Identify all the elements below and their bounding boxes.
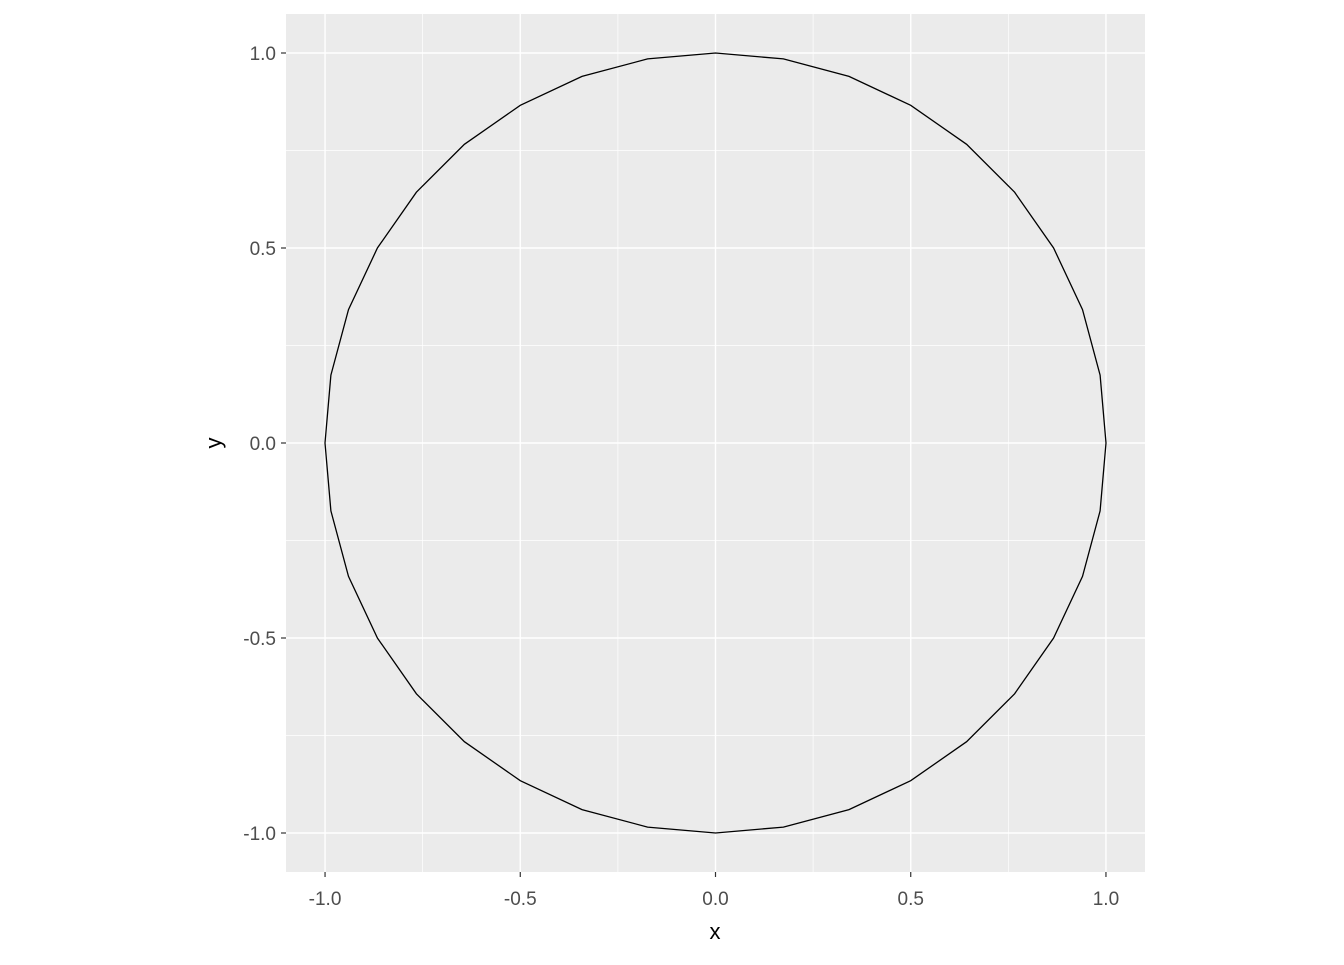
- x-tick-label: 0.5: [898, 889, 924, 910]
- circle-path: [324, 52, 1107, 834]
- x-tick-label: 0.0: [702, 889, 728, 910]
- y-tick-label: -1.0: [243, 824, 276, 845]
- y-axis-label: y: [201, 438, 226, 449]
- y-tick-label: 0.0: [250, 434, 276, 455]
- x-axis-label: x: [710, 919, 721, 944]
- series: [324, 52, 1107, 834]
- x-axis: -1.0 -0.5 0.0 0.5 1.0: [309, 872, 1119, 910]
- x-tick-label: -1.0: [309, 889, 342, 910]
- x-tick-label: -0.5: [504, 889, 537, 910]
- y-axis: -1.0 -0.5 0.0 0.5 1.0: [243, 44, 286, 845]
- y-tick-label: 0.5: [250, 239, 276, 260]
- y-tick-label: -0.5: [243, 629, 276, 650]
- y-tick-label: 1.0: [250, 44, 276, 65]
- x-tick-label: 1.0: [1093, 889, 1119, 910]
